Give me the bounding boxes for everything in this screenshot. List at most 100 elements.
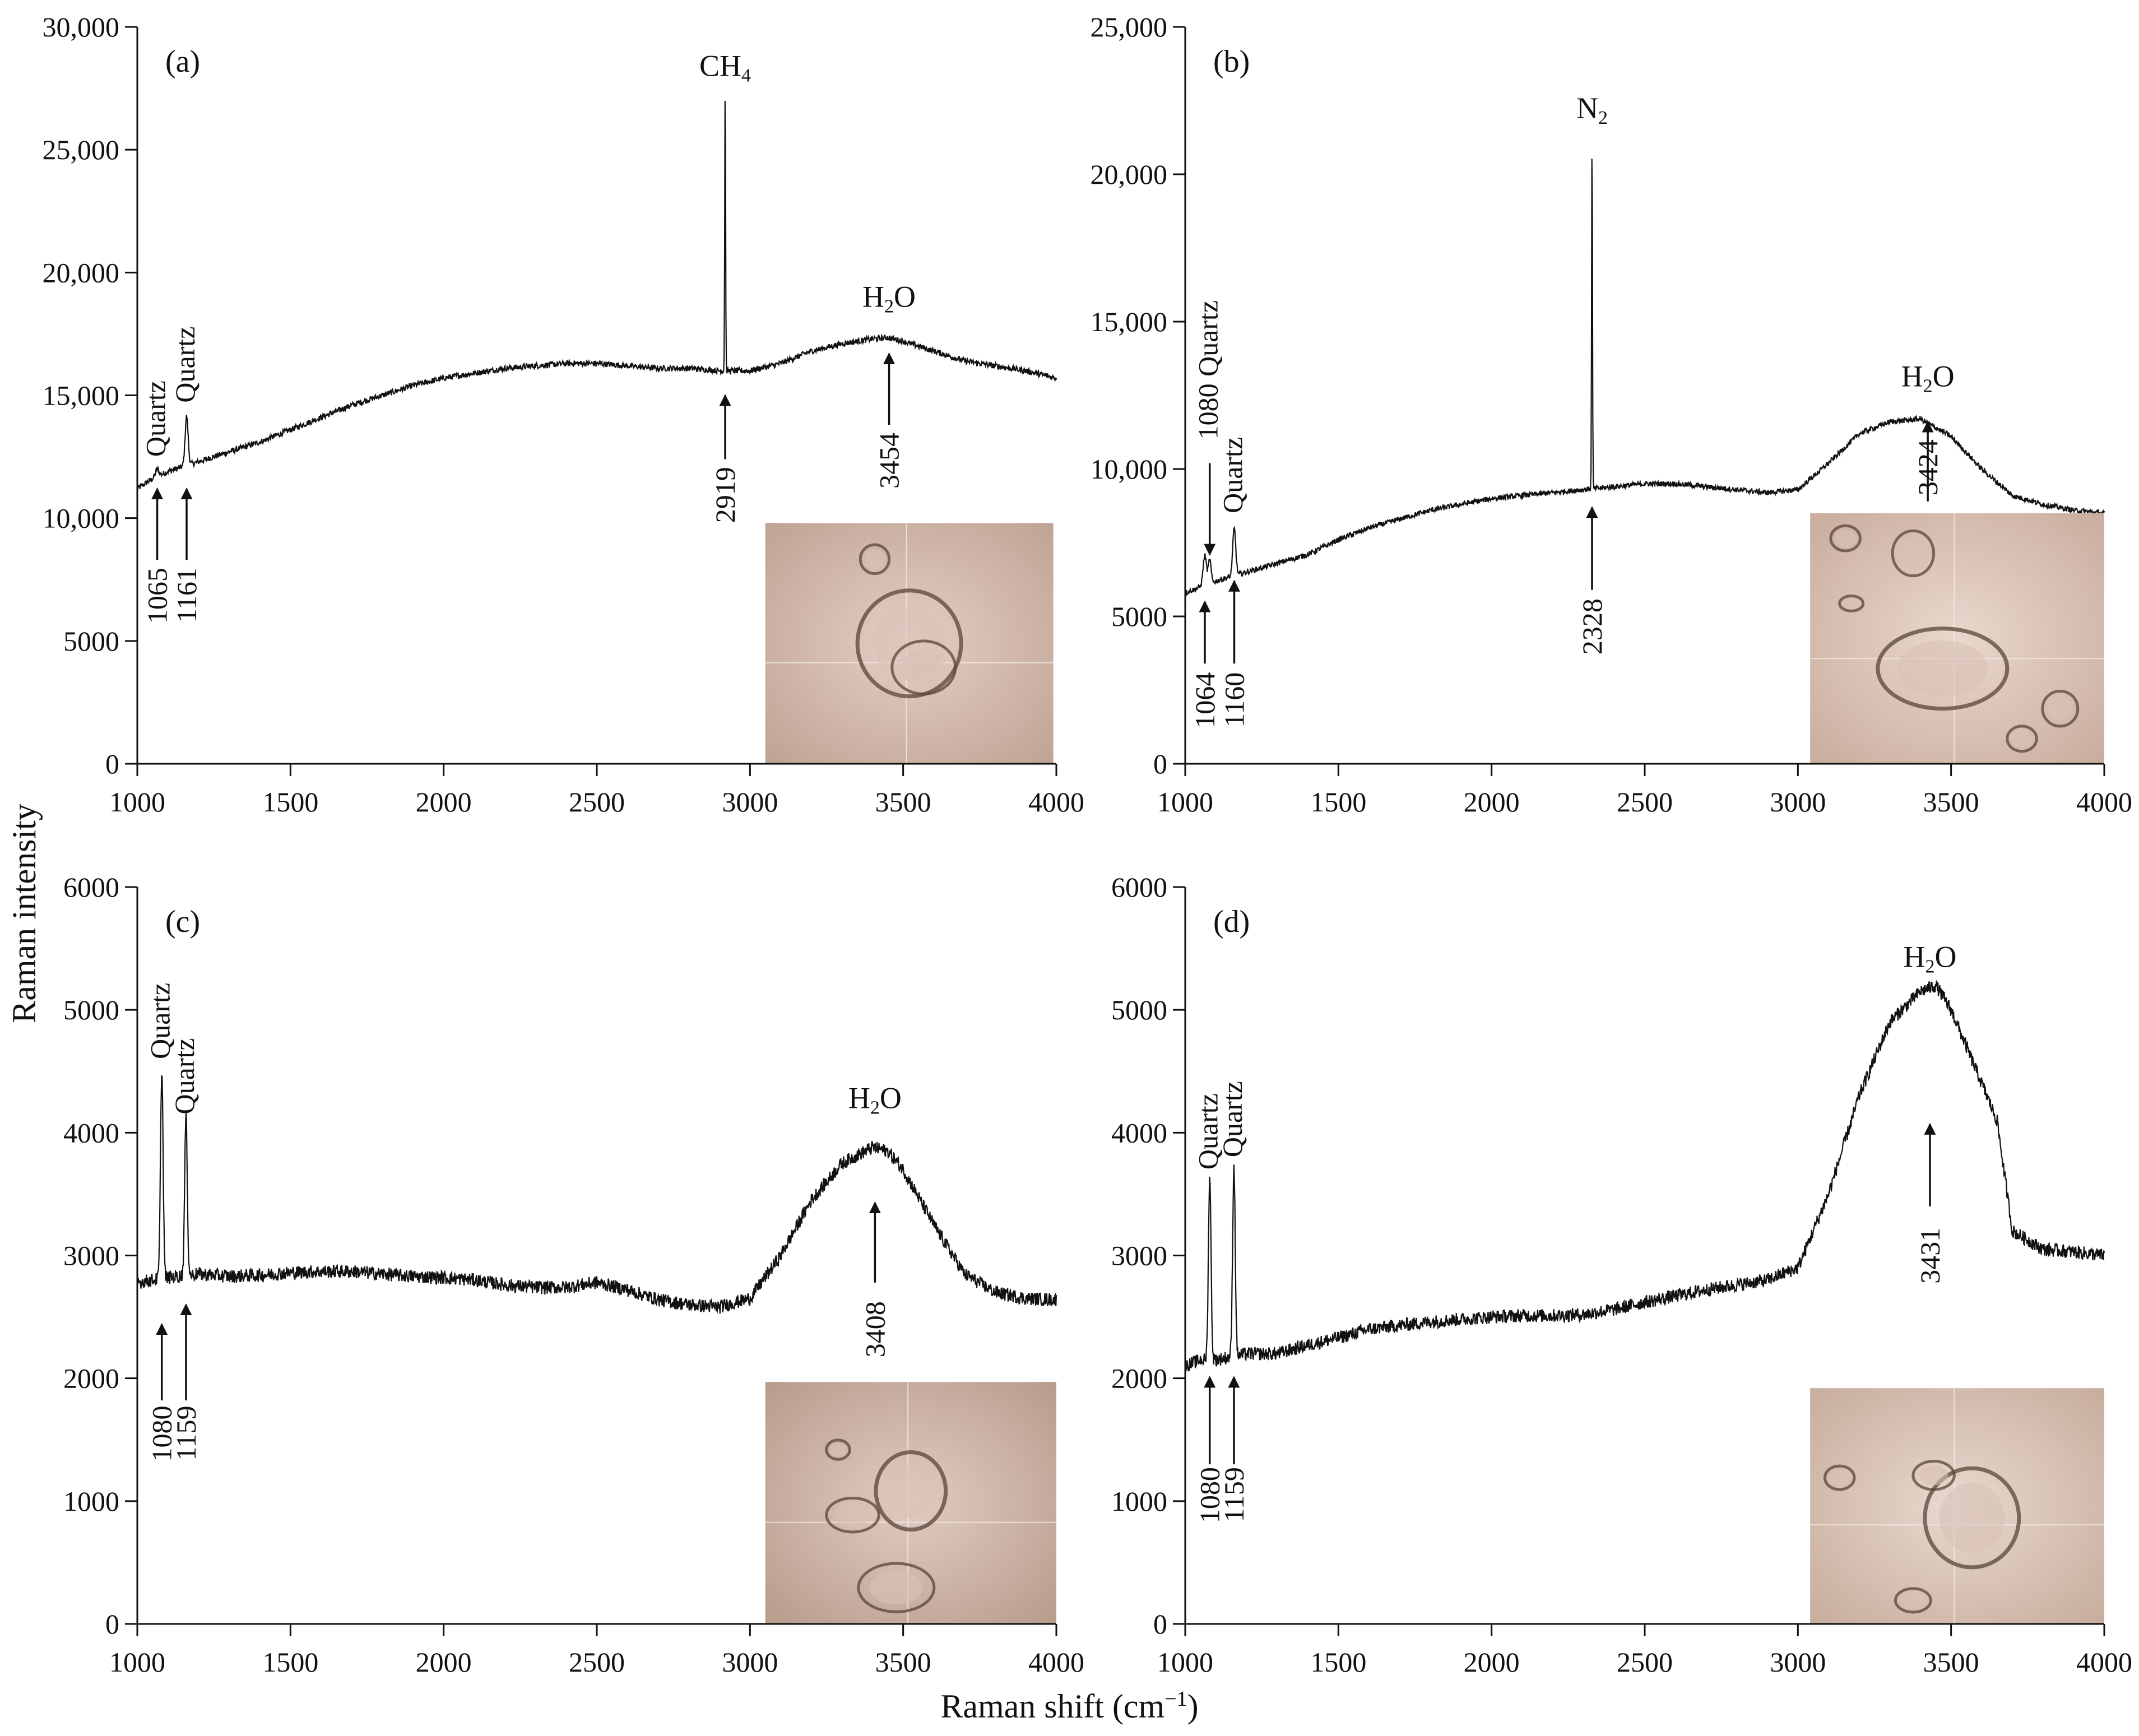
spectrum-line-d [1184,980,2105,1372]
y-tick-label-a: 20,000 [43,257,120,288]
x-tick-label-b: 1000 [1157,786,1213,818]
peak-value-label-b: 3424 [1912,439,1943,495]
inset-micrograph-c [765,1382,1056,1624]
y-tick-label-d: 3000 [1111,1240,1167,1271]
panel-label-a: (a) [165,44,200,79]
y-tick-label-a: 25,000 [43,134,120,165]
quartz-label-c: Quartz [145,983,176,1059]
x-tick-label-b: 2500 [1617,786,1673,818]
peak-value-label-a: 1161 [171,568,202,623]
panel-label-b: (b) [1213,44,1250,79]
y-tick-label-b: 25,000 [1091,11,1168,43]
x-tick-label-b: 3000 [1770,786,1826,818]
x-tick-label-a: 2000 [416,786,472,818]
x-tick-label-a: 3500 [875,786,931,818]
quartz-label-b: 1080 Quartz [1193,300,1224,440]
panel-d: 0 1000 2000 3000 4000 5000 6000 1000 1500 2000 250… [1111,871,2132,1678]
x-tick-label-b: 2000 [1464,786,1520,818]
peak-value-label-c: 1159 [170,1406,202,1461]
x-axis-label-close: ) [1187,1688,1199,1725]
y-tick-label-b: 10,000 [1091,453,1168,485]
panel-a: 0 5000 10,000 15,000 20,000 25,000 30,000 1000 1… [43,11,1085,818]
peak-value-label-b: 1160 [1218,672,1250,727]
quartz-label-d: Quartz [1193,1093,1224,1169]
spectrum-line-b [1185,159,2105,597]
y-axis-label-text: Raman intensity [10,804,43,1023]
peak-value-label-a: 2919 [709,467,741,523]
x-tick-label-d: 4000 [2076,1646,2132,1678]
x-tick-label-c: 3000 [722,1646,778,1678]
peak-value-label-c: 1080 [146,1406,178,1462]
x-tick-label-a: 4000 [1028,786,1084,818]
quartz-label-b: Quartz [1217,437,1248,513]
peak-value-label-a: 1065 [142,568,173,624]
inset-micrograph-b [1810,513,2104,764]
y-tick-label-c: 4000 [63,1117,119,1148]
x-tick-label-c: 3500 [875,1646,931,1678]
peak-value-label-a: 3454 [874,433,905,489]
y-tick-label-a: 0 [105,748,119,779]
panel-label-c: (c) [165,904,200,939]
x-tick-label-d: 1500 [1310,1646,1366,1678]
peak-value-label-d: 1159 [1218,1467,1250,1522]
y-tick-label-d: 0 [1153,1608,1167,1640]
y-tick-label-c: 1000 [63,1486,119,1517]
species-label-a: H2O [862,280,916,317]
x-tick-label-a: 1000 [109,786,165,818]
x-tick-label-d: 2500 [1617,1646,1673,1678]
species-label-b: N2 [1576,91,1608,128]
x-tick-label-c: 4000 [1028,1646,1084,1678]
y-tick-label-a: 10,000 [43,503,120,534]
inset-micrograph-d [1810,1388,2104,1624]
spectrum-line-c [136,1075,1057,1314]
y-tick-label-c: 6000 [63,871,119,903]
x-axis-label-exponent: −1 [1164,1687,1187,1711]
x-tick-label-c: 1500 [262,1646,318,1678]
x-tick-label-c: 1000 [109,1646,165,1678]
spectrum-line-a [136,101,1057,490]
x-tick-label-b: 1500 [1310,786,1366,818]
y-tick-label-a: 30,000 [43,11,120,43]
panel-b: 0 5000 10,000 15,000 20,000 25,000 1000 1500 200… [1091,11,2133,818]
y-tick-label-c: 3000 [63,1240,119,1271]
species-label-a: CH4 [699,49,751,86]
species-label-d: H2O [1903,940,1956,977]
y-tick-label-b: 15,000 [1091,306,1168,337]
x-tick-label-d: 3500 [1923,1646,1979,1678]
quartz-label-a: Quartz [169,327,201,403]
x-tick-label-b: 4000 [2076,786,2132,818]
y-tick-label-c: 5000 [63,994,119,1025]
panel-label-d: (d) [1213,904,1250,939]
x-tick-label-c: 2500 [569,1646,625,1678]
quartz-label-c: Quartz [169,1038,200,1114]
y-tick-label-c: 2000 [63,1363,119,1394]
y-tick-label-b: 20,000 [1091,159,1168,190]
peak-value-label-b: 1064 [1189,672,1221,728]
species-label-c: H2O [848,1081,902,1118]
quartz-label-a: Quartz [140,380,171,457]
peak-value-label-c: 3408 [859,1301,890,1357]
x-axis-label-main: Raman shift (cm [940,1688,1165,1725]
species-label-b: H2O [1901,360,1955,397]
x-axis-label: Raman shift (cm−1) [0,1687,2139,1726]
y-axis-label: Raman intensity [6,796,44,1031]
y-tick-label-d: 6000 [1111,871,1167,903]
x-tick-label-c: 2000 [416,1646,472,1678]
x-tick-label-d: 1000 [1157,1646,1213,1678]
inset-micrograph-a [765,523,1054,764]
quartz-label-d: Quartz [1217,1081,1248,1157]
y-tick-label-b: 0 [1153,748,1167,779]
y-tick-label-d: 2000 [1111,1363,1167,1394]
y-tick-label-d: 1000 [1111,1486,1167,1517]
x-tick-label-a: 2500 [569,786,625,818]
x-tick-label-d: 2000 [1464,1646,1520,1678]
x-tick-label-a: 1500 [262,786,318,818]
x-tick-label-d: 3000 [1770,1646,1826,1678]
y-tick-label-d: 4000 [1111,1117,1167,1148]
peak-value-label-d: 1080 [1194,1467,1226,1523]
panel-c: 0 1000 2000 3000 4000 5000 6000 1000 1500 2000 250… [63,871,1084,1678]
y-tick-label-a: 5000 [63,625,119,657]
x-tick-label-b: 3500 [1923,786,1979,818]
